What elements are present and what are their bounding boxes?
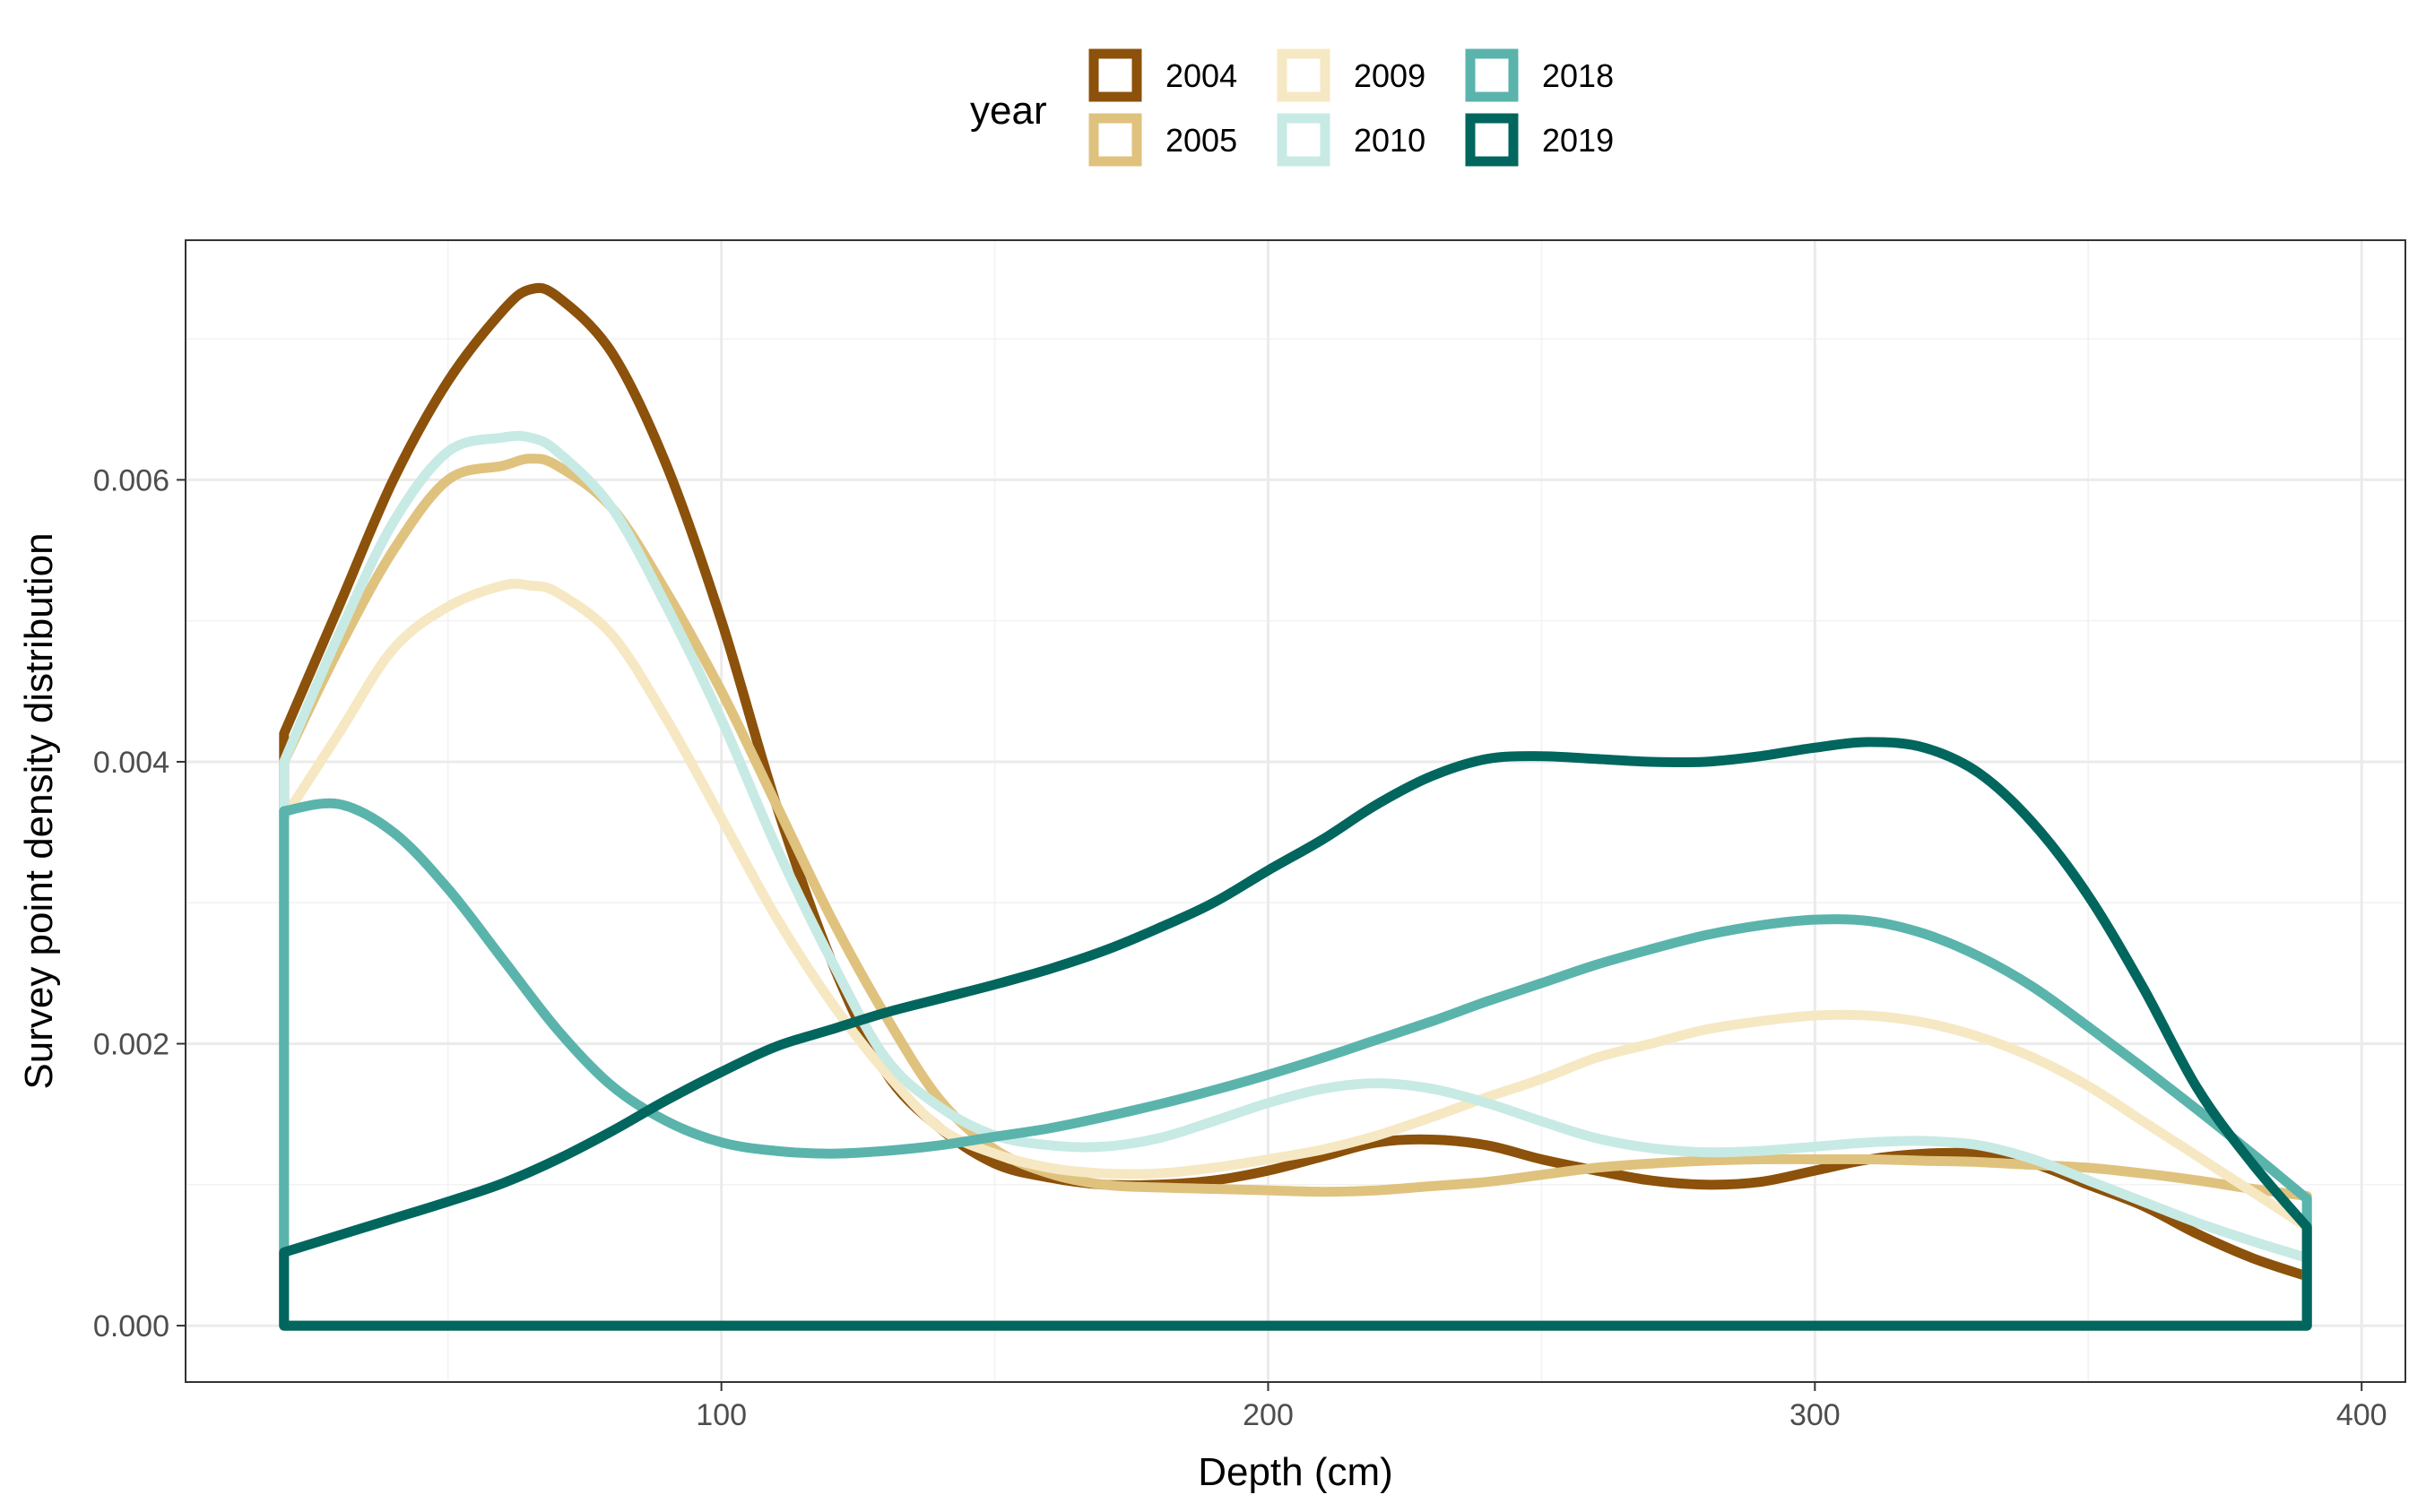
legend-title: year: [970, 89, 1047, 133]
y-axis-title: Survey point density distribution: [17, 532, 61, 1089]
legend-label-2009: 2009: [1354, 57, 1425, 94]
x-tick-label: 200: [1243, 1398, 1294, 1432]
legend-label-2004: 2004: [1165, 57, 1237, 94]
axis-layer: 100 200 300 400 0.000 0.002 0.004 0.006: [93, 463, 2387, 1432]
series-2009-density-line: [279, 578, 2312, 1331]
legend-items: 2004 2005 2009 2010 2018 2019: [1088, 48, 1614, 167]
y-tick-label: 0.004: [93, 746, 169, 780]
series-2018-density-line: [279, 798, 2312, 1331]
y-tick-label: 0.002: [93, 1028, 169, 1062]
legend-key-2018: [1465, 48, 1519, 102]
legend-label-2019: 2019: [1542, 122, 1614, 159]
x-tick-label: 100: [696, 1398, 747, 1432]
legend-key-2009: [1277, 48, 1330, 102]
x-tick-label: 300: [1789, 1398, 1841, 1432]
legend-label-2018: 2018: [1542, 57, 1614, 94]
y-tick-label: 0.006: [93, 463, 169, 497]
legend: year 2004 2005 2009 2010 2018 2019: [970, 48, 1614, 167]
x-axis-title: Depth (cm): [1198, 1450, 1393, 1494]
series-2019-density-line: [279, 737, 2312, 1331]
series-2010-density-line: [279, 430, 2312, 1331]
y-tick-label: 0.000: [93, 1309, 169, 1344]
legend-label-2005: 2005: [1165, 122, 1237, 159]
legend-label-2010: 2010: [1354, 122, 1425, 159]
legend-key-2010: [1277, 113, 1330, 167]
panel-border: [185, 239, 2406, 1383]
series-2005-density-line: [279, 454, 2312, 1331]
legend-key-2004: [1088, 48, 1142, 102]
x-tick-label: 400: [2336, 1398, 2387, 1432]
legend-key-2019: [1465, 113, 1519, 167]
legend-key-2005: [1088, 113, 1142, 167]
series-layer: [279, 282, 2312, 1331]
